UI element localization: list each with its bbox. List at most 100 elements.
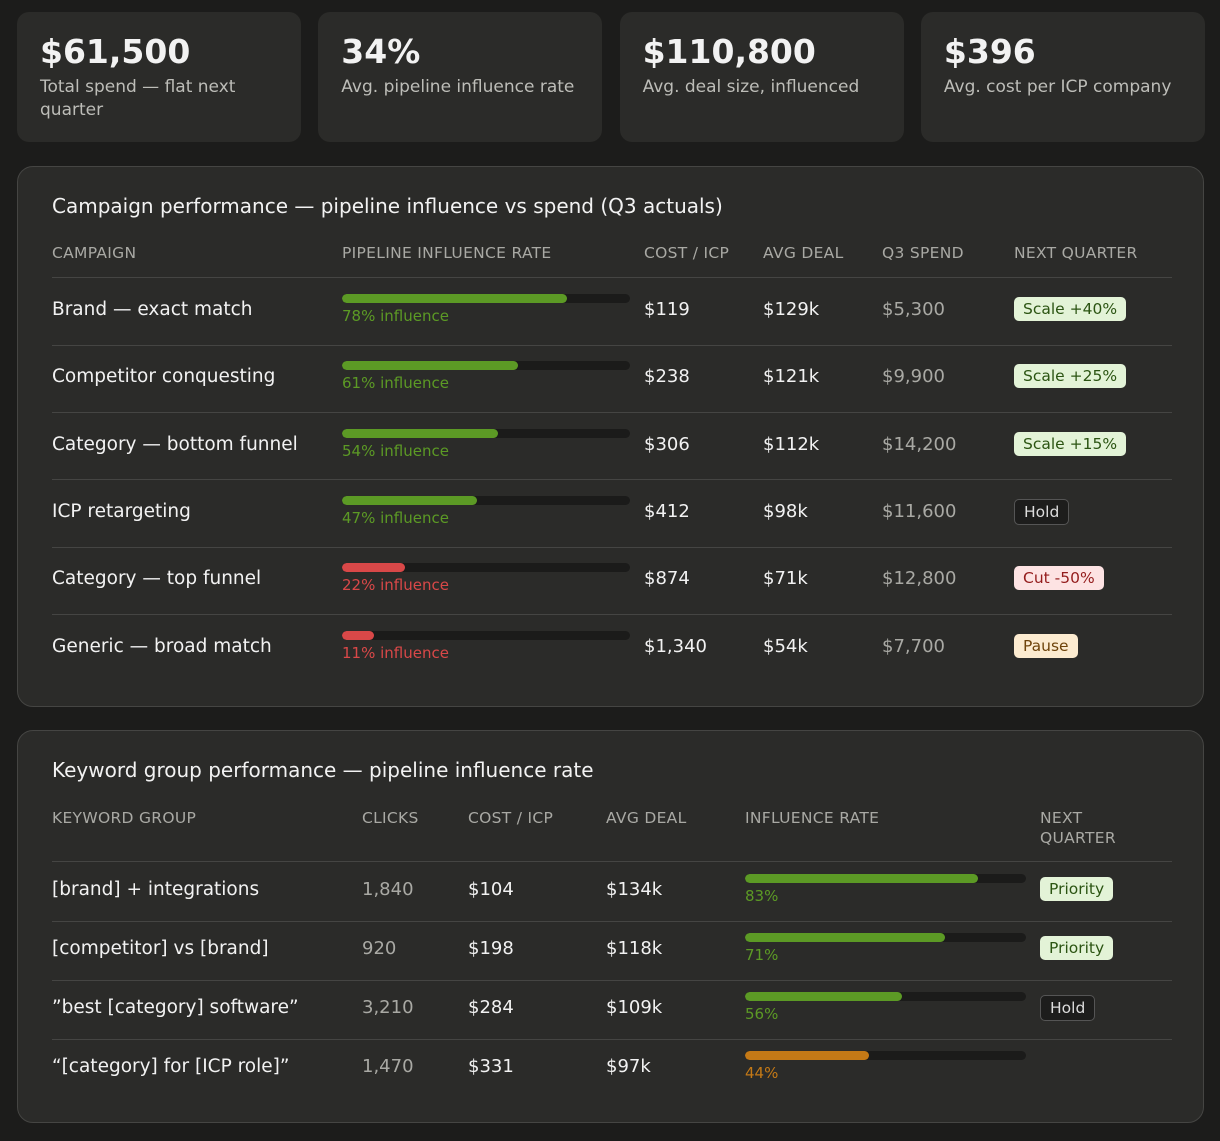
- campaign-name: Generic — broad match: [52, 635, 272, 657]
- influence-bar: [342, 563, 406, 573]
- column-header: INFLUENCE RATE: [745, 809, 880, 827]
- column-header: NEXT QUARTER: [1014, 244, 1138, 262]
- avg-deal: $112k: [763, 433, 820, 455]
- kpi-card: $110,800 Avg. deal size, influenced: [619, 12, 904, 142]
- influence-label: 44%: [745, 1064, 779, 1082]
- influence-track: [342, 495, 630, 505]
- keyword-panel: Keyword group performance — pipeline inf…: [17, 730, 1204, 1123]
- row-divider: [52, 920, 1172, 922]
- header-divider: [52, 861, 1172, 862]
- status-badge: Hold: [1014, 498, 1070, 525]
- panel-title: Campaign performance — pipeline influenc…: [52, 194, 723, 218]
- influence-bar: [342, 428, 498, 438]
- keyword-group: “[category] for [ICP role]”: [52, 1056, 290, 1077]
- kpi-label: Avg. cost per ICP company: [943, 77, 1172, 97]
- influence-bar: [745, 874, 979, 883]
- influence-bar: [745, 992, 903, 1001]
- campaign-name: ICP retargeting: [52, 500, 191, 522]
- keyword-group: [brand] + integrations: [52, 879, 260, 900]
- row-divider: [52, 479, 1172, 481]
- cost-icp: $238: [644, 366, 690, 388]
- influence-bar: [342, 630, 374, 640]
- status-badge: Scale +25%: [1014, 364, 1127, 389]
- influence-track: [745, 992, 1026, 1001]
- column-header: AVG DEAL: [763, 244, 844, 262]
- header-divider: [52, 277, 1172, 278]
- cost-icp: $119: [644, 299, 690, 320]
- status-badge: Priority: [1040, 877, 1114, 901]
- influence-label: 56%: [745, 1005, 779, 1023]
- q3-spend: $12,800: [882, 568, 957, 590]
- avg-deal: $97k: [606, 1056, 651, 1077]
- keyword-group: ”best [category] software”: [52, 997, 299, 1018]
- cost-icp: $874: [644, 568, 690, 590]
- influence-label: 47% influence: [342, 508, 449, 527]
- influence-track: [342, 361, 630, 371]
- column-header: COST / ICP: [468, 809, 554, 827]
- cost-icp: $198: [468, 938, 514, 959]
- influence-bar: [745, 1051, 869, 1060]
- q3-spend: $9,900: [882, 366, 945, 388]
- influence-track: [745, 933, 1026, 942]
- influence-track: [745, 874, 1026, 883]
- column-header: AVG DEAL: [606, 809, 687, 827]
- influence-bar: [342, 361, 518, 371]
- kpi-card: $396 Avg. cost per ICP company: [920, 12, 1205, 142]
- row-divider: [52, 344, 1172, 346]
- influence-label: 78% influence: [342, 307, 449, 325]
- campaign-name: Category — top funnel: [52, 568, 262, 590]
- column-header: KEYWORD GROUP: [52, 809, 197, 827]
- column-header: NEXT QUARTER: [1040, 809, 1116, 847]
- avg-deal: $129k: [763, 299, 820, 320]
- influence-label: 11% influence: [342, 643, 449, 662]
- kpi-card: 34% Avg. pipeline influence rate: [318, 12, 603, 142]
- avg-deal: $121k: [763, 366, 820, 388]
- avg-deal: $98k: [763, 500, 808, 522]
- kpi-value: $396: [943, 32, 1036, 71]
- keyword-group: [competitor] vs [brand]: [52, 938, 269, 959]
- q3-spend: $11,600: [882, 500, 957, 522]
- influence-bar: [342, 294, 567, 303]
- avg-deal: $71k: [763, 568, 808, 590]
- cost-icp: $284: [468, 997, 514, 1018]
- kpi-label: Avg. deal size, influenced: [642, 77, 860, 97]
- clicks: 3,210: [362, 997, 414, 1018]
- influence-label: 54% influence: [342, 441, 449, 460]
- cost-icp: $331: [468, 1056, 514, 1077]
- clicks: 920: [362, 938, 397, 959]
- kpi-card: $61,500 Total spend — flat next quarter: [17, 12, 301, 142]
- row-divider: [52, 613, 1172, 615]
- influence-label: 61% influence: [342, 374, 449, 393]
- status-badge: Scale +15%: [1014, 431, 1127, 456]
- cost-icp: $104: [468, 879, 514, 900]
- influence-track: [342, 294, 630, 303]
- campaign-panel: Campaign performance — pipeline influenc…: [17, 166, 1204, 707]
- campaign-name: Category — bottom funnel: [52, 433, 298, 455]
- influence-track: [342, 428, 630, 438]
- cost-icp: $306: [644, 433, 690, 455]
- clicks: 1,470: [362, 1056, 414, 1077]
- panel-title: Keyword group performance — pipeline inf…: [52, 758, 594, 782]
- column-header: Q3 SPEND: [882, 244, 964, 262]
- column-header: COST / ICP: [644, 244, 730, 262]
- column-header: PIPELINE INFLUENCE RATE: [342, 244, 552, 262]
- influence-track: [342, 630, 630, 640]
- avg-deal: $118k: [606, 938, 663, 959]
- influence-label: 83%: [745, 887, 779, 905]
- campaign-name: Brand — exact match: [52, 299, 253, 320]
- q3-spend: $14,200: [882, 433, 957, 455]
- status-badge: Pause: [1014, 633, 1078, 658]
- row-divider: [52, 979, 1172, 981]
- status-badge: Scale +40%: [1014, 297, 1127, 321]
- row-divider: [52, 1038, 1172, 1040]
- campaign-name: Competitor conquesting: [52, 366, 276, 388]
- cost-icp: $412: [644, 500, 690, 522]
- kpi-value: $61,500: [40, 32, 191, 71]
- influence-track: [745, 1051, 1026, 1060]
- cost-icp: $1,340: [644, 635, 707, 657]
- row-divider: [52, 546, 1172, 548]
- kpi-label: Avg. pipeline influence rate: [341, 77, 575, 97]
- status-badge: Priority: [1040, 936, 1114, 960]
- row-divider: [52, 411, 1172, 413]
